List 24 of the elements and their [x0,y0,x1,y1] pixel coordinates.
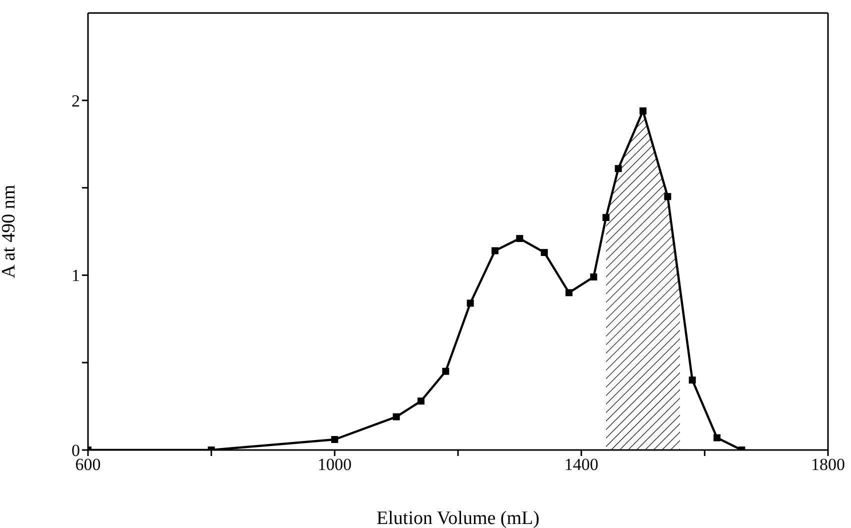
point [540,248,548,256]
x-axis-title: Elution Volume (mL) [376,508,540,528]
point [392,413,400,420]
x-tick-label: 600 [75,455,101,474]
point [640,107,646,114]
point [664,193,672,200]
point [442,368,450,375]
point [492,247,498,254]
point [688,376,696,384]
point [590,273,598,280]
point [602,214,610,222]
x-tick-label: 1400 [564,455,598,474]
point [614,165,622,172]
point [418,398,424,405]
x-tick-label: 1000 [318,455,352,474]
y-axis-title: A at 490 nm [0,184,20,278]
point [566,289,572,296]
x-tick-label: 1800 [811,455,845,474]
point [516,234,524,242]
point [714,434,720,442]
point [331,436,338,444]
point [466,300,474,307]
y-tick-label: 2 [72,91,80,110]
y-tick-label: 1 [72,266,80,286]
